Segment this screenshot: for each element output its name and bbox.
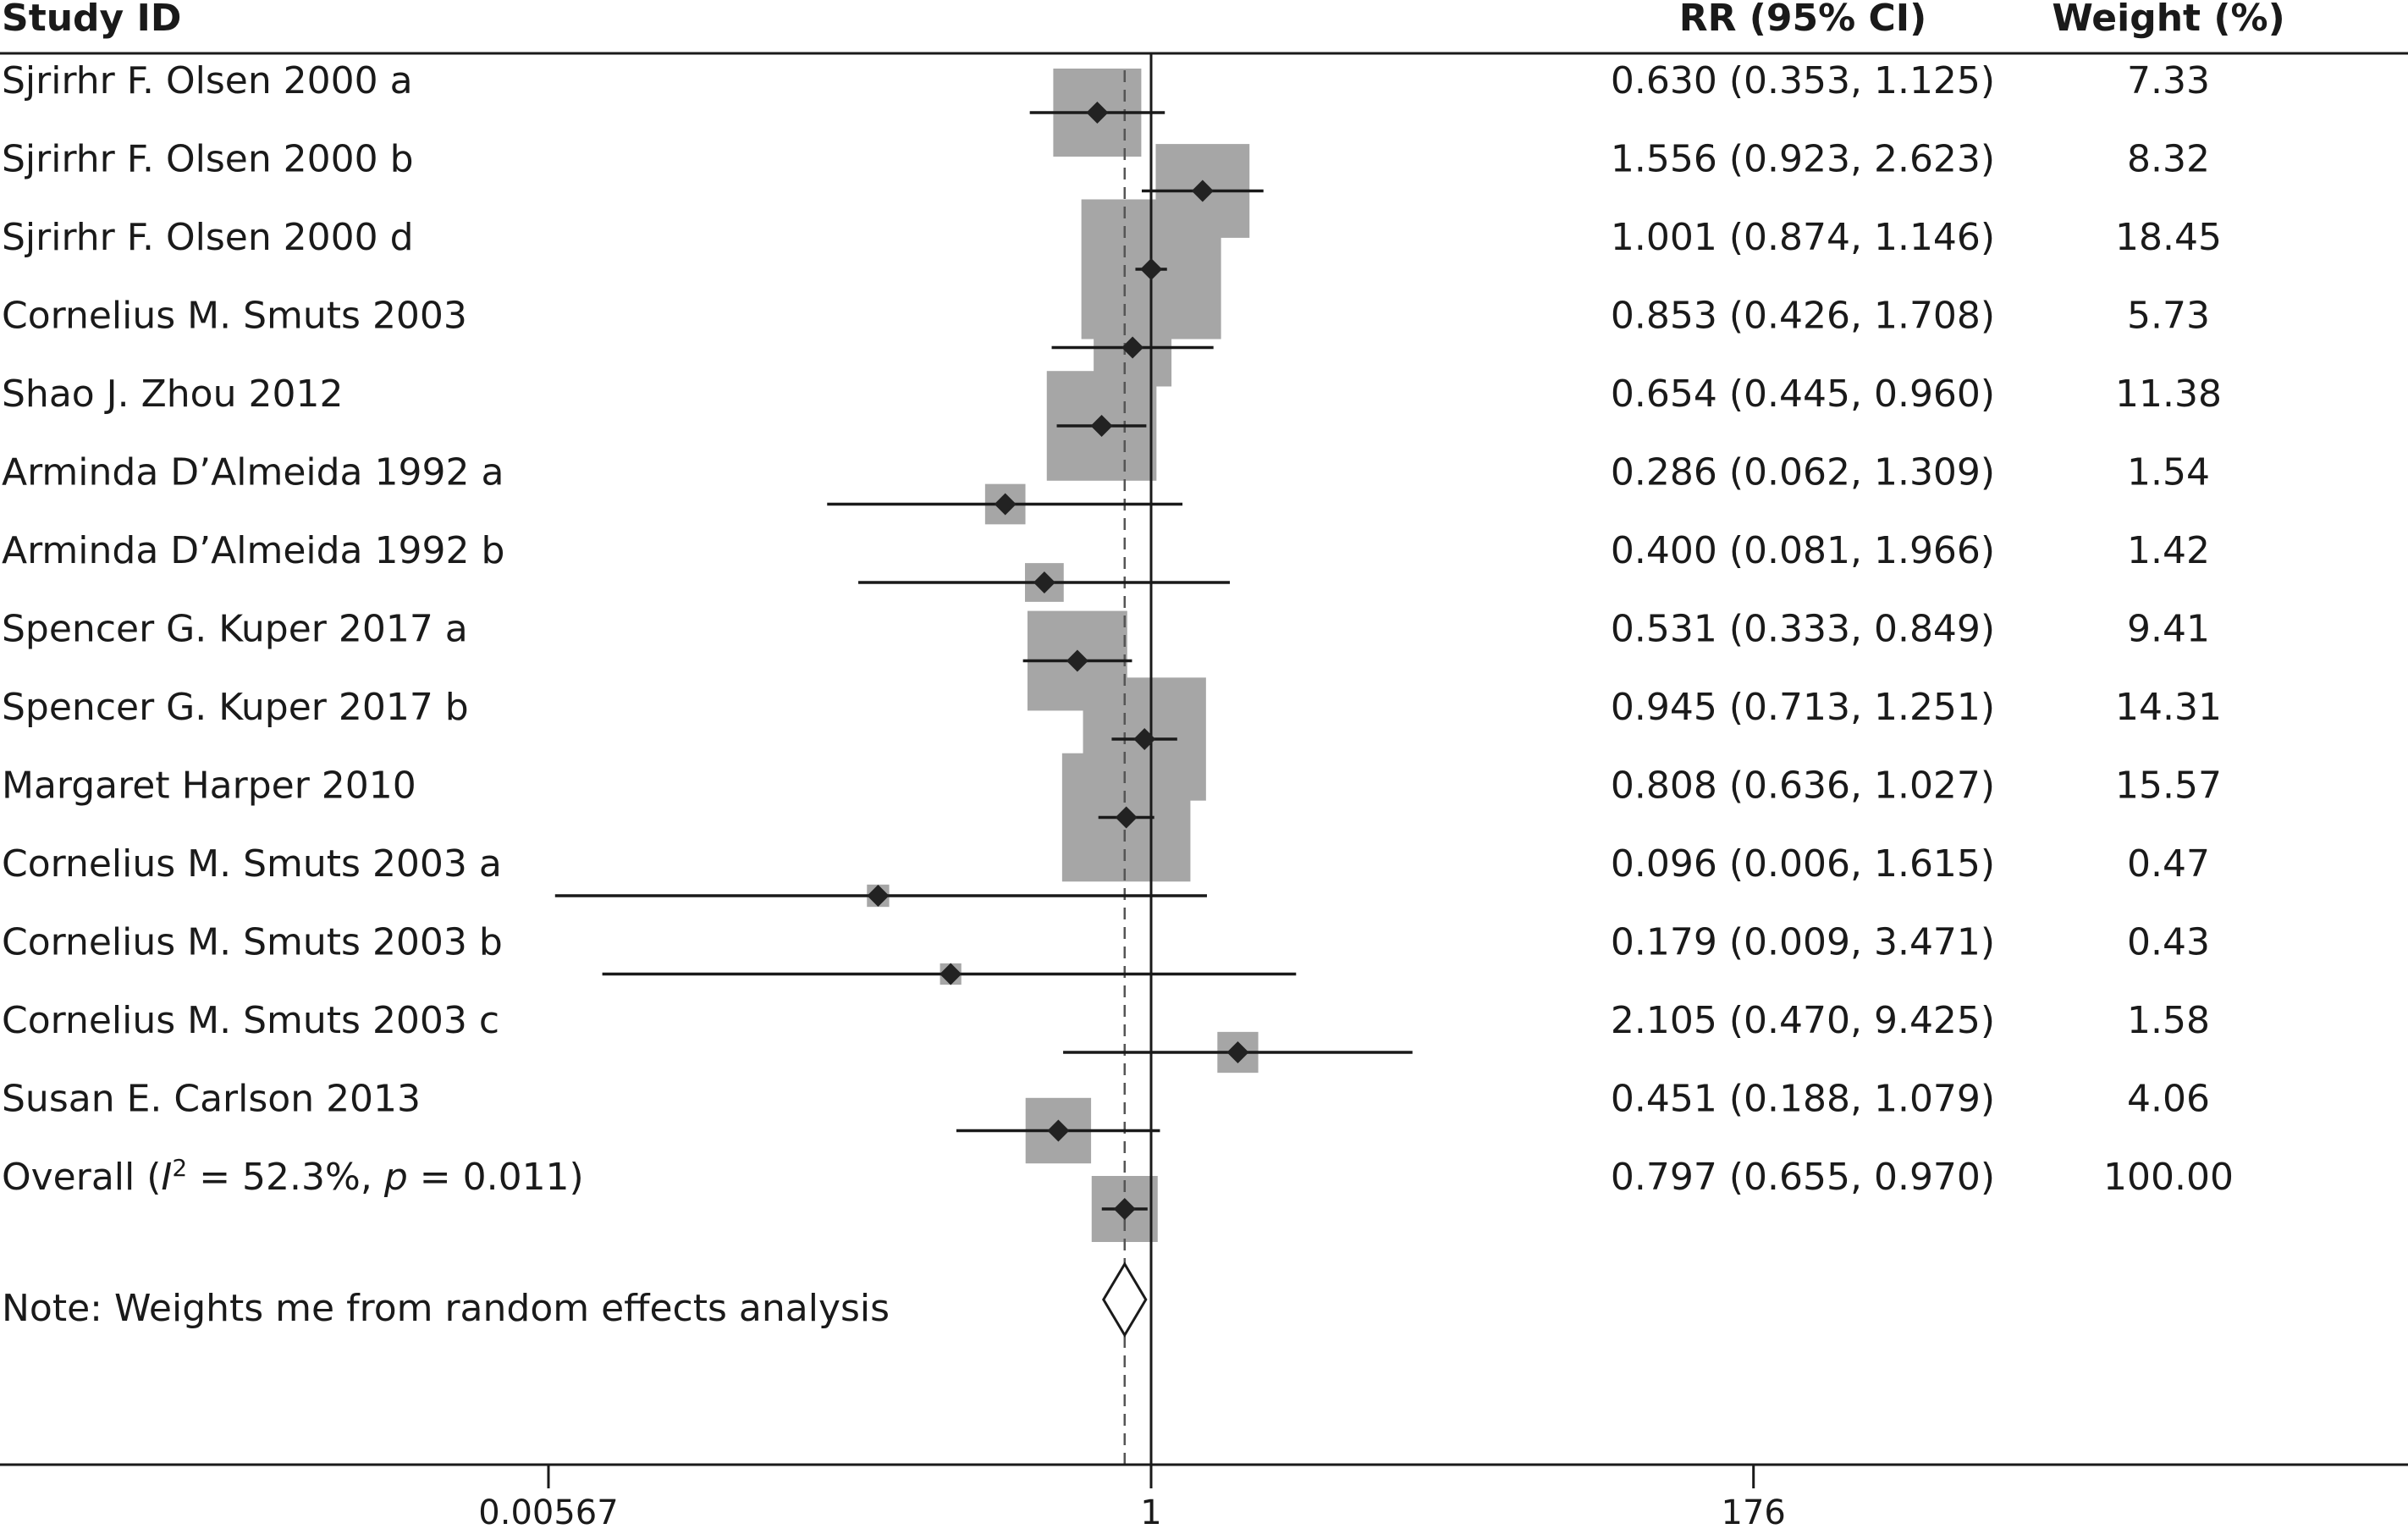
header-weight: Weight (%) — [2052, 0, 2284, 40]
study-label: Cornelius M. Smuts 2003 c — [2, 999, 499, 1042]
study-labels: Sjrirhr F. Olsen 2000 a Sjrirhr F. Olsen … — [2, 59, 504, 1121]
point-estimate-marker — [1113, 1198, 1136, 1220]
rr-ci-value: 0.630 (0.353, 1.125) — [1611, 59, 1995, 102]
point-estimate-marker — [1226, 1041, 1249, 1063]
point-estimate-marker — [867, 885, 890, 907]
point-estimate-marker — [1115, 806, 1138, 829]
rr-ci-value: 2.105 (0.470, 9.425) — [1611, 999, 1995, 1042]
weight-value: 4.06 — [2127, 1078, 2210, 1121]
overall-label: Overall (I2 = 52.3%, p = 0.011) — [2, 1154, 584, 1199]
weight-value: 0.43 — [2127, 921, 2210, 964]
rr-ci-value: 0.451 (0.188, 1.079) — [1611, 1078, 1995, 1121]
overall-rr-value: 0.797 (0.655, 0.970) — [1611, 1156, 1995, 1199]
rr-ci-value: 0.808 (0.636, 1.027) — [1611, 764, 1995, 808]
point-estimate-marker — [1047, 1119, 1070, 1142]
rr-ci-value: 0.853 (0.426, 1.708) — [1611, 295, 1995, 338]
point-estimate-marker — [1086, 102, 1109, 124]
point-estimate-marker — [940, 963, 962, 985]
weight-value: 15.57 — [2115, 764, 2222, 808]
study-label: Sjrirhr F. Olsen 2000 d — [2, 216, 414, 259]
weight-value: 1.54 — [2127, 451, 2210, 494]
weight-value: 14.31 — [2115, 686, 2222, 729]
study-label: Shao J. Zhou 2012 — [2, 373, 343, 416]
header-rr: RR (95% CI) — [1679, 0, 1927, 40]
weight-values: 7.33 8.32 18.45 5.73 11.38 1.54 1.42 9.41 14.31 1… — [2115, 59, 2222, 1121]
confidence-intervals — [554, 111, 1413, 1211]
rr-ci-value: 0.179 (0.009, 3.471) — [1611, 921, 1995, 964]
point-estimate-marker — [1133, 728, 1156, 750]
study-label: Sjrirhr F. Olsen 2000 b — [2, 138, 414, 181]
x-tick-label: 0.00567 — [478, 1493, 618, 1532]
study-label: Susan E. Carlson 2013 — [2, 1078, 421, 1121]
point-estimate-marker — [994, 493, 1017, 516]
overall-summary-diamond — [1102, 1261, 1148, 1338]
weight-value: 1.58 — [2127, 999, 2210, 1042]
study-label: Cornelius M. Smuts 2003 — [2, 295, 467, 338]
point-estimate-marker — [1121, 336, 1144, 359]
study-label: Cornelius M. Smuts 2003 a — [2, 842, 502, 886]
point-estimate-marker — [1140, 258, 1163, 280]
weight-value: 7.33 — [2127, 59, 2210, 102]
weight-value: 0.47 — [2127, 842, 2210, 886]
x-tick-label: 1 — [1140, 1493, 1161, 1532]
point-estimates — [867, 102, 1249, 1220]
study-label: Cornelius M. Smuts 2003 b — [2, 921, 503, 964]
weight-value: 5.73 — [2127, 295, 2210, 338]
rr-ci-value: 0.945 (0.713, 1.251) — [1611, 686, 1995, 729]
point-estimate-marker — [1066, 649, 1088, 672]
x-axis-ticks: 0.00567 1 176 — [478, 1465, 1786, 1532]
rr-ci-value: 0.286 (0.062, 1.309) — [1611, 451, 1995, 494]
weight-boxes — [867, 68, 1259, 1242]
weight-value: 8.32 — [2127, 138, 2210, 181]
rr-ci-value: 0.531 (0.333, 0.849) — [1611, 608, 1995, 651]
weight-value: 11.38 — [2115, 373, 2222, 416]
study-label: Sjrirhr F. Olsen 2000 a — [2, 59, 413, 102]
overall-weight-value: 100.00 — [2103, 1156, 2234, 1199]
study-label: Arminda D’Almeida 1992 a — [2, 451, 504, 494]
study-label: Spencer G. Kuper 2017 b — [2, 686, 469, 729]
weight-value: 18.45 — [2115, 216, 2222, 259]
study-label: Arminda D’Almeida 1992 b — [2, 529, 504, 572]
point-estimate-marker — [1033, 571, 1055, 593]
study-label: Spencer G. Kuper 2017 a — [2, 608, 468, 651]
rr-ci-value: 0.096 (0.006, 1.615) — [1611, 842, 1995, 886]
rr-ci-value: 0.654 (0.445, 0.960) — [1611, 373, 1995, 416]
point-estimate-marker — [1191, 179, 1214, 202]
rr-ci-value: 1.001 (0.874, 1.146) — [1611, 216, 1995, 259]
weight-value: 9.41 — [2127, 608, 2210, 651]
header-study-id: Study ID — [2, 0, 181, 40]
rr-ci-value: 0.400 (0.081, 1.966) — [1611, 529, 1995, 572]
point-estimate-marker — [1090, 415, 1113, 437]
x-tick-label: 176 — [1722, 1493, 1786, 1532]
weights-note: Note: Weights me from random effects ana… — [2, 1287, 890, 1330]
rr-ci-value: 1.556 (0.923, 2.623) — [1611, 138, 1995, 181]
weight-value: 1.42 — [2127, 529, 2210, 572]
study-label: Margaret Harper 2010 — [2, 764, 416, 808]
rr-values: 0.630 (0.353, 1.125) 1.556 (0.923, 2.623)… — [1611, 59, 1995, 1121]
